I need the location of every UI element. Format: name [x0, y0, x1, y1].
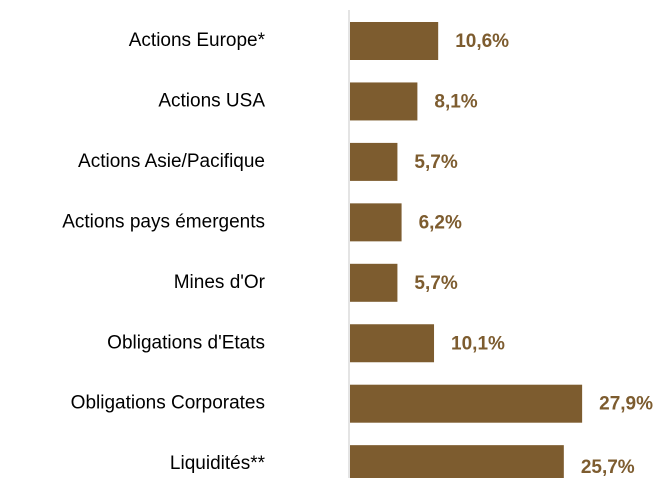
category-label: Actions Europe* [129, 30, 266, 51]
bar [350, 203, 402, 242]
bar [350, 263, 398, 302]
value-label: 6,2% [419, 212, 462, 233]
category-label: Obligations d'Etats [107, 332, 265, 353]
bar [350, 324, 435, 363]
value-label: 10,6% [455, 31, 509, 52]
category-label: Actions USA [158, 90, 265, 111]
bar [350, 384, 583, 423]
bar [350, 445, 564, 478]
bar [350, 22, 439, 60]
value-label: 5,7% [414, 152, 457, 173]
category-label: Actions Asie/Pacifique [78, 151, 265, 172]
category-label: Liquidités** [170, 453, 266, 474]
value-label: 27,9% [599, 394, 653, 415]
value-label: 25,7% [581, 457, 635, 478]
category-label: Actions pays émergents [62, 211, 265, 232]
value-label: 5,7% [414, 273, 457, 294]
category-label: Mines d'Or [174, 272, 266, 293]
value-label: 8,1% [434, 91, 477, 112]
bar [350, 82, 418, 121]
category-label: Obligations Corporates [71, 393, 265, 414]
bar [350, 142, 398, 181]
value-label: 10,1% [451, 333, 505, 354]
